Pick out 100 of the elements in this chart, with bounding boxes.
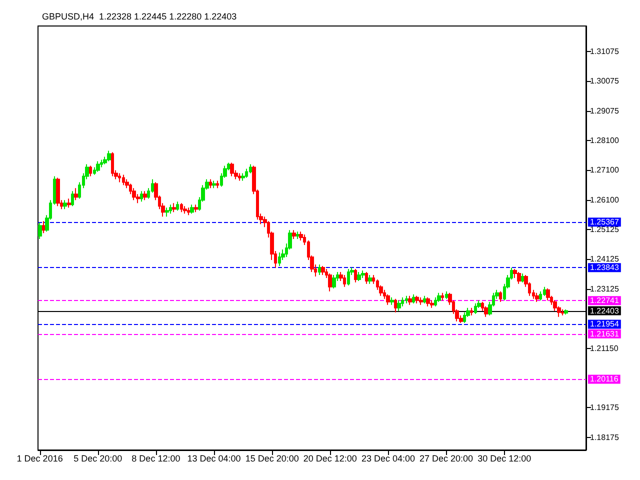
candlestick: [343, 274, 346, 288]
candlestick: [521, 272, 524, 283]
y-tick-label: 1.30075: [590, 76, 620, 86]
candlestick: [517, 271, 521, 284]
y-tick-label: 1.24125: [590, 254, 620, 264]
candlestick: [245, 168, 248, 178]
candlestick: [56, 177, 60, 207]
y-tick-label: 1.18175: [590, 432, 620, 442]
candlestick: [434, 296, 437, 307]
y-tick-label: 1.21150: [590, 344, 619, 353]
ref-line-label: 1.21954: [590, 320, 620, 329]
x-tick-label: 20 Dec 12:00: [303, 454, 357, 464]
candlestick: [332, 274, 336, 289]
candlestick: [176, 201, 179, 212]
ref-line-label: 1.21631: [590, 329, 620, 338]
candlestick: [354, 268, 357, 283]
candlestick: [292, 230, 296, 240]
candlestick: [546, 288, 550, 301]
x-tick-label: 8 Dec 12:00: [132, 454, 180, 464]
candlestick: [296, 231, 299, 240]
candlestick: [67, 198, 71, 208]
candlestick: [230, 162, 234, 177]
candlestick: [169, 204, 172, 214]
y-tick-label: 1.29075: [590, 106, 620, 116]
candlestick: [96, 160, 100, 172]
candlestick: [172, 202, 176, 213]
candlestick: [347, 268, 350, 286]
candlestick: [368, 274, 372, 284]
candlestick: [365, 271, 368, 284]
candlestick: [397, 300, 401, 312]
ref-line-label: 1.22403: [590, 306, 620, 316]
candlestick: [470, 307, 473, 316]
candlestick: [71, 190, 74, 207]
candlestick: [132, 188, 136, 201]
candlestick: [299, 231, 303, 242]
candlestick: [111, 152, 114, 177]
candlestick: [441, 292, 444, 301]
candlestick: [426, 296, 430, 307]
candlestick: [412, 294, 415, 304]
candlestick: [212, 180, 216, 189]
x-tick-label: 5 Dec 20:00: [74, 454, 122, 464]
candlestick: [564, 309, 568, 315]
x-tick-label: 13 Dec 04:00: [187, 454, 241, 464]
candlestick: [535, 292, 539, 302]
candlestick: [89, 165, 92, 177]
candlestick: [463, 312, 466, 324]
x-tick-label: 30 Dec 12:00: [478, 454, 532, 464]
y-tick-label: 1.28100: [590, 136, 620, 145]
candlestick: [63, 200, 67, 210]
y-tick-label: 1.25125: [590, 224, 620, 234]
candlestick: [361, 270, 365, 278]
candlestick: [405, 295, 408, 304]
ref-line-label: 1.23843: [590, 263, 620, 272]
candlestick: [194, 204, 198, 213]
y-tick-label: 1.27100: [590, 166, 620, 175]
candlestick: [140, 190, 143, 202]
y-tick-label: 1.31075: [590, 46, 620, 56]
candlestick: [415, 295, 419, 304]
candlestick: [318, 264, 321, 276]
candlestick: [100, 159, 103, 168]
candlestick: [38, 222, 42, 240]
candlestick: [122, 174, 125, 186]
candlestick: [401, 296, 404, 307]
x-tick-label: 23 Dec 04:00: [361, 454, 415, 464]
candlestick: [386, 294, 390, 306]
candlestick: [143, 190, 147, 201]
candlestick: [183, 206, 187, 214]
candlestick: [118, 172, 121, 183]
candlestick: [390, 296, 394, 306]
chart-title: GBPUSD,H4 1.22328 1.22445 1.22280 1.22403: [42, 12, 237, 22]
y-tick-label: 1.23125: [590, 284, 620, 294]
candlestick: [408, 295, 412, 306]
y-tick-label: 1.19175: [590, 402, 620, 412]
candlestick: [430, 300, 434, 308]
candlestick: [42, 220, 45, 234]
x-tick-label: 15 Dec 20:00: [245, 454, 299, 464]
candlestick: [474, 302, 477, 314]
candlestick: [216, 180, 219, 189]
x-tick-label: 27 Dec 20:00: [420, 454, 474, 464]
candlestick: [394, 298, 397, 313]
candlestick: [561, 308, 564, 316]
candlestick: [74, 188, 78, 201]
candlestick: [249, 164, 252, 174]
candlestick: [484, 306, 488, 318]
candlestick: [165, 207, 169, 218]
candlestick: [499, 290, 502, 302]
ref-line-label: 1.20116: [590, 374, 619, 384]
candlestick: [328, 272, 332, 292]
candlestick: [543, 286, 546, 296]
candlestick: [357, 271, 361, 282]
ref-line-label: 1.22741: [590, 296, 620, 306]
candlestick: [209, 178, 212, 189]
y-tick-label: 1.26100: [590, 196, 620, 205]
candlestick: [423, 295, 426, 304]
candlestick: [180, 202, 183, 213]
candlestick: [238, 172, 241, 182]
candlestick: [190, 204, 194, 214]
candlestick: [445, 290, 448, 300]
candlestick: [241, 172, 245, 182]
x-tick-label: 1 Dec 2016: [16, 454, 63, 464]
